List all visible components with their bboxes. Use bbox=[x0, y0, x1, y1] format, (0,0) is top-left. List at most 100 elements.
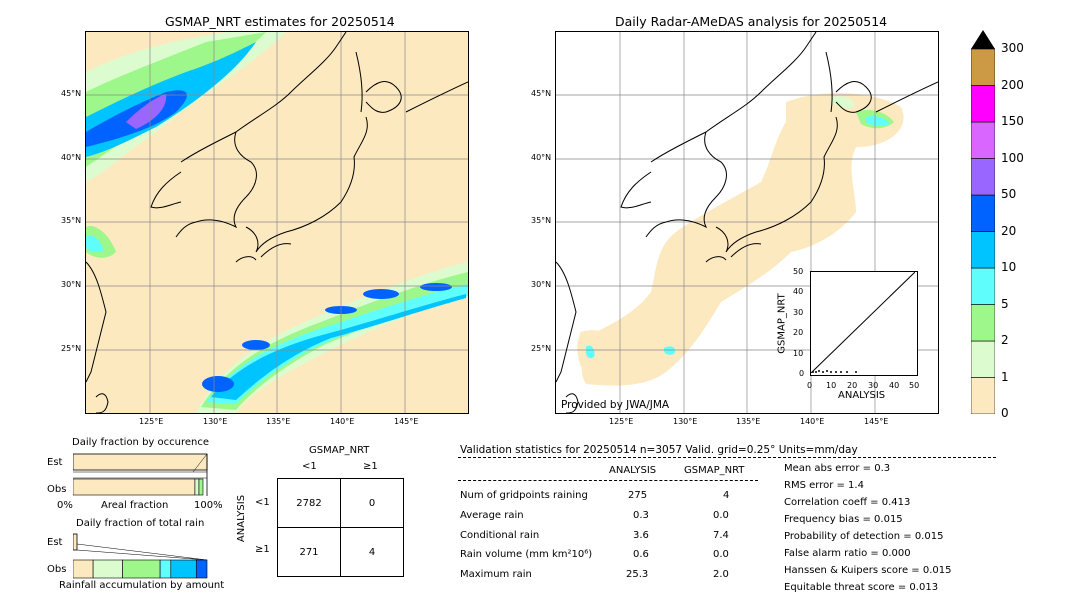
inset-ylabel: GSMAP_NRT bbox=[776, 293, 788, 354]
frac-rain-chart bbox=[72, 532, 208, 580]
colorbar-svg bbox=[970, 30, 996, 415]
frac-rain-svg bbox=[72, 533, 208, 579]
colorbar-label-100: 100 bbox=[1001, 150, 1024, 165]
inset-scatter-svg bbox=[810, 271, 916, 374]
frac-rain-obs-seg-5 bbox=[195, 559, 208, 579]
colorbar-band-0 bbox=[970, 377, 996, 415]
contingency-row-ge: ≥1 bbox=[255, 544, 270, 555]
frac-rain-title: Daily fraction of total rain bbox=[76, 518, 205, 529]
score-6: Hanssen & Kuipers score = 0.015 bbox=[784, 565, 952, 576]
right-lat-25: 25°N bbox=[531, 344, 552, 353]
score-1: RMS error = 1.4 bbox=[784, 480, 864, 491]
left-lat-30: 30°N bbox=[61, 280, 82, 289]
frac-occ-est-label: Est bbox=[47, 457, 63, 468]
left-map bbox=[85, 31, 469, 414]
colorbar-band-5 bbox=[970, 194, 996, 232]
colorbar-label-2: 2 bbox=[1001, 333, 1009, 347]
contingency-col-ge: ≥1 bbox=[363, 461, 378, 472]
stat-analysis-4: 25.3 bbox=[626, 569, 649, 580]
colorbar-label-1: 1 bbox=[1001, 369, 1009, 384]
score-7: Equitable threat score = 0.013 bbox=[784, 582, 939, 593]
right-lon-145: 145°E bbox=[864, 417, 889, 426]
inset-xtick-50: 50 bbox=[909, 381, 920, 390]
stat-label-0: Num of gridpoints raining bbox=[460, 490, 588, 501]
colorbar-label-300: 300 bbox=[1001, 41, 1024, 55]
left-lon-140: 140°E bbox=[330, 417, 355, 426]
right-map-title: Daily Radar-AMeDAS analysis for 20250514 bbox=[615, 14, 888, 29]
score-3: Frequency bias = 0.015 bbox=[784, 514, 903, 525]
left-lon-135: 135°E bbox=[266, 417, 291, 426]
colorbar-label-0: 0 bbox=[1001, 406, 1009, 420]
inset-xtick-10: 10 bbox=[826, 381, 837, 390]
colorbar-band-8 bbox=[970, 85, 996, 123]
validation-header: Validation statistics for 20250514 n=305… bbox=[460, 444, 858, 456]
left-lat-25: 25°N bbox=[61, 344, 82, 353]
stat-gsmap-2: 7.4 bbox=[713, 530, 729, 541]
contingency-a: 2782 bbox=[277, 478, 341, 528]
inset-ytick-50: 50 bbox=[793, 267, 804, 276]
right-lon-135: 135°E bbox=[736, 417, 761, 426]
frac-rain-obs-seg-3 bbox=[159, 559, 172, 579]
left-lat-45: 45°N bbox=[61, 89, 82, 98]
colorbar-label-20: 20 bbox=[1001, 223, 1017, 238]
colorbar-arrow bbox=[971, 30, 995, 49]
frac-occ-obs-label: Obs bbox=[47, 484, 67, 495]
right-lon-130: 130°E bbox=[673, 417, 698, 426]
validation-col-gsmap: GSMAP_NRT bbox=[684, 465, 745, 476]
frac-occ-obs-seg-2 bbox=[198, 478, 204, 496]
stat-gsmap-1: 0.0 bbox=[713, 510, 729, 521]
right-map-svg bbox=[556, 32, 938, 413]
validation-col-analysis: ANALYSIS bbox=[609, 465, 657, 476]
contingency-d: 4 bbox=[340, 527, 404, 577]
colorbar-band-3 bbox=[970, 267, 996, 305]
stat-gsmap-0: 4 bbox=[723, 490, 730, 501]
frac-rain-obs-seg-0 bbox=[72, 559, 94, 579]
right-lat-30: 30°N bbox=[531, 280, 552, 289]
inset-xlabel: ANALYSIS bbox=[838, 390, 886, 401]
left-map-title: GSMAP_NRT estimates for 20250514 bbox=[165, 14, 395, 29]
frac-occ-svg bbox=[72, 453, 208, 496]
stat-analysis-2: 3.6 bbox=[633, 530, 649, 541]
radar-credit: Provided by JWA/JMA bbox=[561, 399, 670, 411]
colorbar-band-7 bbox=[970, 121, 996, 159]
right-map: Provided by JWA/JMA bbox=[555, 31, 939, 414]
frac-rain-obs-seg-1 bbox=[92, 559, 123, 579]
validation-col-divider bbox=[458, 480, 758, 481]
colorbar-label-150: 150 bbox=[1001, 114, 1024, 128]
contingency-b: 0 bbox=[340, 478, 404, 528]
inset-ytick-20: 20 bbox=[793, 328, 804, 337]
colorbar-band-4 bbox=[970, 231, 996, 269]
left-map-svg bbox=[86, 32, 468, 413]
contingency-table: 2782 0 271 4 bbox=[277, 478, 404, 577]
frac-occ-title: Daily fraction by occurence bbox=[72, 437, 210, 448]
stat-analysis-3: 0.6 bbox=[633, 549, 649, 560]
left-lat-40: 40°N bbox=[61, 153, 82, 162]
left-lon-125: 125°E bbox=[139, 417, 164, 426]
frac-occ-axis-left: 0% bbox=[57, 500, 73, 511]
inset-ytick-30: 30 bbox=[793, 308, 804, 317]
stat-label-2: Conditional rain bbox=[460, 530, 540, 541]
contingency-c: 271 bbox=[277, 527, 341, 577]
contingency-col-lt: <1 bbox=[302, 461, 317, 472]
right-lat-45: 45°N bbox=[531, 89, 552, 98]
right-lon-125: 125°E bbox=[609, 417, 634, 426]
contingency-row-header: ANALYSIS bbox=[236, 494, 248, 543]
colorbar-label-200: 200 bbox=[1001, 77, 1024, 92]
frac-rain-est-bar bbox=[72, 533, 78, 551]
frac-occ-chart bbox=[72, 452, 208, 498]
stat-label-4: Maximum rain bbox=[460, 569, 532, 580]
inset-xtick-30: 30 bbox=[868, 381, 879, 390]
contingency-row-lt: <1 bbox=[255, 497, 270, 508]
stat-label-3: Rain volume (mm km²10⁶) bbox=[460, 549, 593, 560]
inset-ytick-40: 40 bbox=[793, 287, 804, 296]
right-lon-140: 140°E bbox=[800, 417, 825, 426]
stat-label-1: Average rain bbox=[460, 510, 524, 521]
validation-divider bbox=[458, 457, 996, 458]
colorbar-label-10: 10 bbox=[1001, 260, 1017, 274]
colorbar-band-6 bbox=[970, 158, 996, 196]
stat-gsmap-3: 0.0 bbox=[713, 549, 729, 560]
frac-rain-obs-seg-4 bbox=[170, 559, 197, 579]
right-lat-40: 40°N bbox=[531, 153, 552, 162]
frac-rain-obs-label: Obs bbox=[47, 564, 67, 575]
colorbar bbox=[970, 30, 996, 415]
